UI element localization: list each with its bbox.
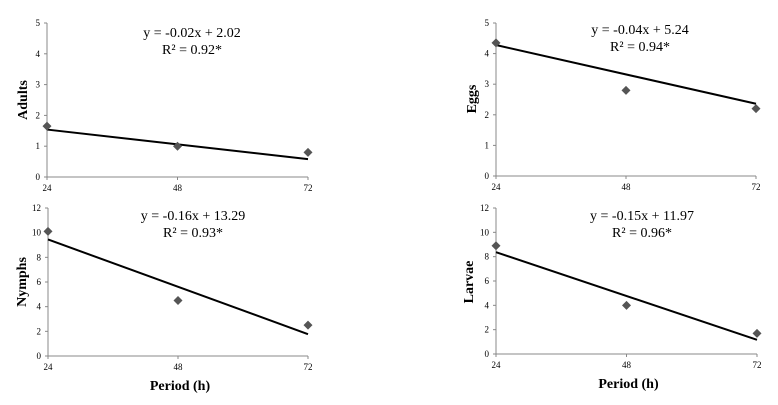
x-axis-title: Period (h) bbox=[150, 379, 211, 394]
y-tick-label: 10 bbox=[480, 227, 490, 237]
equation-label: y = -0.04x + 5.24 bbox=[591, 23, 688, 38]
equation-label: y = -0.15x + 11.97 bbox=[590, 209, 694, 224]
y-tick-label: 4 bbox=[37, 302, 42, 312]
y-tick-label: 0 bbox=[36, 172, 41, 182]
x-tick-label: 24 bbox=[43, 183, 53, 193]
equation-label: y = -0.02x + 2.02 bbox=[143, 26, 240, 41]
y-tick-label: 1 bbox=[36, 141, 41, 151]
x-tick-label: 72 bbox=[753, 360, 762, 370]
y-tick-label: 2 bbox=[485, 110, 490, 120]
y-tick-label: 10 bbox=[32, 228, 42, 238]
y-axis-title: Adults bbox=[16, 80, 31, 120]
r-squared-label: R² = 0.94* bbox=[610, 40, 670, 55]
y-tick-label: 1 bbox=[485, 140, 490, 150]
y-tick-label: 12 bbox=[480, 203, 489, 213]
trendline bbox=[495, 251, 758, 341]
data-point bbox=[491, 38, 501, 48]
trendline bbox=[47, 238, 309, 336]
y-tick-label: 12 bbox=[32, 203, 41, 213]
data-point bbox=[751, 104, 761, 114]
y-tick-label: 6 bbox=[485, 276, 490, 286]
y-tick-label: 5 bbox=[36, 18, 41, 28]
x-tick-label: 72 bbox=[752, 182, 761, 192]
r-squared-label: R² = 0.92* bbox=[162, 43, 222, 58]
data-point bbox=[43, 226, 53, 236]
y-tick-label: 8 bbox=[485, 252, 490, 262]
x-tick-label: 48 bbox=[622, 360, 632, 370]
panel-eggs: 0 1 2 3 4 5 24 48 72 y = -0.04x + 5.24 R² = 0.94* E… bbox=[465, 18, 761, 192]
data-point bbox=[621, 85, 631, 95]
y-tick-label: 4 bbox=[36, 49, 41, 59]
x-tick-label: 72 bbox=[304, 362, 313, 372]
y-tick-label: 8 bbox=[37, 252, 42, 262]
panel-adults: 0 1 2 3 4 5 24 48 72 y = -0.02x + 2.02 R² = 0.92* A… bbox=[16, 18, 313, 193]
data-point bbox=[491, 241, 501, 251]
x-tick-label: 24 bbox=[492, 360, 502, 370]
y-tick-label: 5 bbox=[485, 18, 490, 28]
y-tick-label: 6 bbox=[37, 277, 42, 287]
y-tick-label: 4 bbox=[485, 49, 490, 59]
data-point bbox=[173, 141, 182, 151]
y-tick-label: 0 bbox=[37, 351, 42, 361]
data-point bbox=[303, 320, 313, 330]
x-tick-label: 48 bbox=[174, 362, 184, 372]
x-tick-label: 24 bbox=[44, 362, 54, 372]
data-point bbox=[303, 147, 313, 157]
equation-label: y = -0.16x + 13.29 bbox=[141, 209, 245, 224]
data-point bbox=[752, 328, 762, 338]
y-tick-label: 0 bbox=[485, 171, 490, 181]
y-axis-title: Larvae bbox=[462, 261, 477, 304]
r-squared-label: R² = 0.93* bbox=[163, 226, 223, 241]
r-squared-label: R² = 0.96* bbox=[612, 226, 672, 241]
x-tick-label: 48 bbox=[173, 183, 183, 193]
trendline bbox=[495, 44, 757, 105]
y-axis-title: Eggs bbox=[465, 84, 480, 113]
data-point bbox=[622, 300, 631, 310]
y-tick-label: 4 bbox=[485, 300, 490, 310]
x-tick-label: 72 bbox=[304, 183, 313, 193]
data-point bbox=[42, 121, 52, 131]
x-tick-label: 48 bbox=[622, 182, 632, 192]
y-tick-label: 2 bbox=[36, 110, 41, 120]
y-tick-label: 2 bbox=[37, 326, 42, 336]
data-point bbox=[173, 296, 183, 305]
y-tick-label: 0 bbox=[485, 349, 490, 359]
y-axis-title: Nymphs bbox=[15, 257, 30, 307]
x-axis-title: Period (h) bbox=[598, 377, 659, 392]
y-tick-label: 3 bbox=[36, 80, 41, 90]
x-tick-label: 24 bbox=[492, 182, 502, 192]
y-tick-label: 2 bbox=[485, 325, 490, 335]
y-tick-label: 3 bbox=[485, 79, 490, 89]
